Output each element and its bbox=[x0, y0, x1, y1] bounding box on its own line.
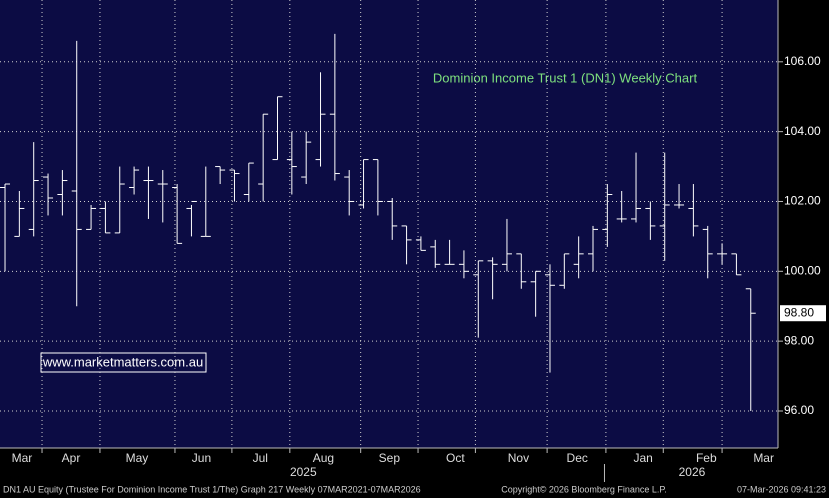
y-tick-label: 104.00 bbox=[784, 124, 821, 138]
x-tick-label: Feb bbox=[696, 451, 717, 465]
chart-title: Dominion Income Trust 1 (DN1) Weekly Cha… bbox=[433, 70, 698, 85]
last-price-box bbox=[780, 305, 826, 322]
x-tick-label: Sep bbox=[379, 451, 401, 465]
x-tick-label: Apr bbox=[62, 451, 81, 465]
y-tick-label: 100.00 bbox=[784, 263, 821, 277]
last-price-label: 98.80 bbox=[784, 305, 814, 319]
x-tick-label: Oct bbox=[446, 451, 465, 465]
y-tick-label: 102.00 bbox=[784, 194, 821, 208]
footer-right: 07-Mar-2026 09:41:23 bbox=[737, 484, 826, 494]
footer-left: DN1 AU Equity (Trustee For Dominion Inco… bbox=[3, 484, 421, 494]
y-tick-label: 96.00 bbox=[784, 403, 814, 417]
x-tick-label: Mar bbox=[753, 451, 774, 465]
x-tick-label: Jan bbox=[634, 451, 653, 465]
plot-area bbox=[0, 0, 778, 448]
year-label: 2026 bbox=[679, 465, 706, 479]
x-tick-label: Jul bbox=[253, 451, 268, 465]
watermark: www.marketmatters.com.au bbox=[42, 354, 203, 369]
x-tick-label: Dec bbox=[567, 451, 588, 465]
y-tick-label: 106.00 bbox=[784, 54, 821, 68]
x-tick-label: Mar bbox=[12, 451, 33, 465]
year-label: 2025 bbox=[290, 465, 317, 479]
footer-center: Copyright© 2026 Bloomberg Finance L.P. bbox=[501, 484, 667, 494]
x-tick-label: May bbox=[126, 451, 149, 465]
y-tick-label: 98.00 bbox=[784, 333, 814, 347]
x-tick-label: Aug bbox=[313, 451, 334, 465]
x-tick-label: Nov bbox=[508, 451, 529, 465]
x-tick-label: Jun bbox=[192, 451, 211, 465]
watermark-box bbox=[40, 352, 207, 373]
